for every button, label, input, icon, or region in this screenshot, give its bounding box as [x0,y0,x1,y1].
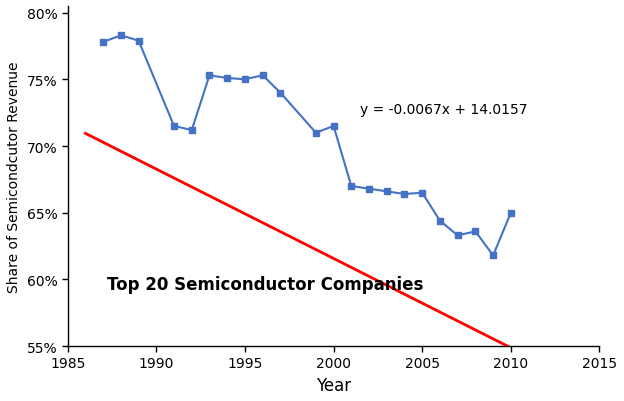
Text: Top 20 Semiconductor Companies: Top 20 Semiconductor Companies [107,275,423,293]
Text: y = -0.0067x + 14.0157: y = -0.0067x + 14.0157 [360,102,528,116]
Y-axis label: Share of Semicondcutor Revenue: Share of Semicondcutor Revenue [7,61,21,292]
X-axis label: Year: Year [316,376,351,394]
